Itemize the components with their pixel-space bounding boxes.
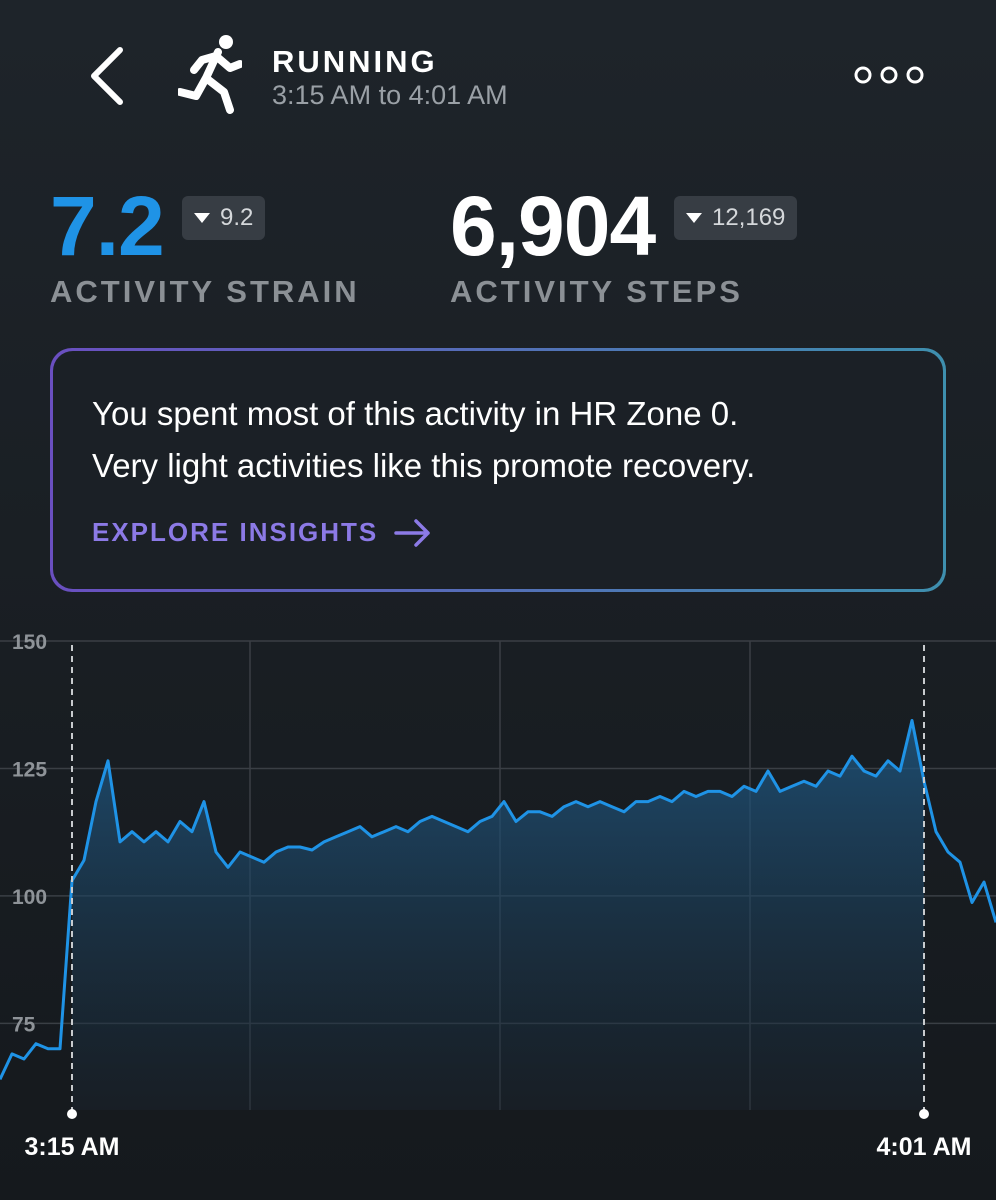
strain-badge: 9.2 (182, 196, 266, 240)
steps-badge-value: 12,169 (712, 204, 786, 231)
x-tick-label: 3:15 AM (25, 1133, 120, 1161)
insight-line: Very light activities like this promote … (92, 447, 756, 484)
strain-value: 7.2 (50, 179, 165, 273)
activity-time: 3:15 AM to 4:01 AM (272, 80, 508, 110)
arrow-icon (394, 518, 431, 547)
strain-label: ACTIVITY STRAIN (50, 274, 360, 309)
y-tick-label: 75 (12, 1013, 36, 1036)
explore-link-text: EXPLORE INSIGHTS (92, 517, 379, 547)
explore-link[interactable]: EXPLORE INSIGHTS (92, 517, 432, 548)
insight-card: You spent most of this activity in HR Zo… (50, 348, 946, 592)
y-tick-label: 150 (12, 631, 47, 654)
down-arrow (194, 213, 210, 223)
y-tick-label: 125 (12, 758, 47, 781)
steps-badge: 12,169 (674, 196, 798, 240)
down-arrow (686, 213, 702, 223)
marker-dot (919, 1109, 929, 1119)
activity-title: RUNNING (272, 44, 438, 79)
marker-dot (67, 1109, 77, 1119)
y-tick-label: 100 (12, 886, 47, 909)
area (72, 720, 924, 1110)
x-tick-label: 4:01 AM (877, 1133, 972, 1161)
line (0, 719, 996, 1081)
insight-line: You spent most of this activity in HR Zo… (92, 395, 739, 432)
steps-label: ACTIVITY STEPS (450, 274, 743, 309)
insight-card-body: You spent most of this activity in HR Zo… (53, 351, 943, 589)
more-button[interactable] (852, 64, 928, 86)
running-icon (178, 35, 242, 114)
steps-value: 6,904 (450, 179, 656, 273)
back-button[interactable] (86, 44, 126, 108)
strain-badge-value: 9.2 (220, 204, 254, 231)
